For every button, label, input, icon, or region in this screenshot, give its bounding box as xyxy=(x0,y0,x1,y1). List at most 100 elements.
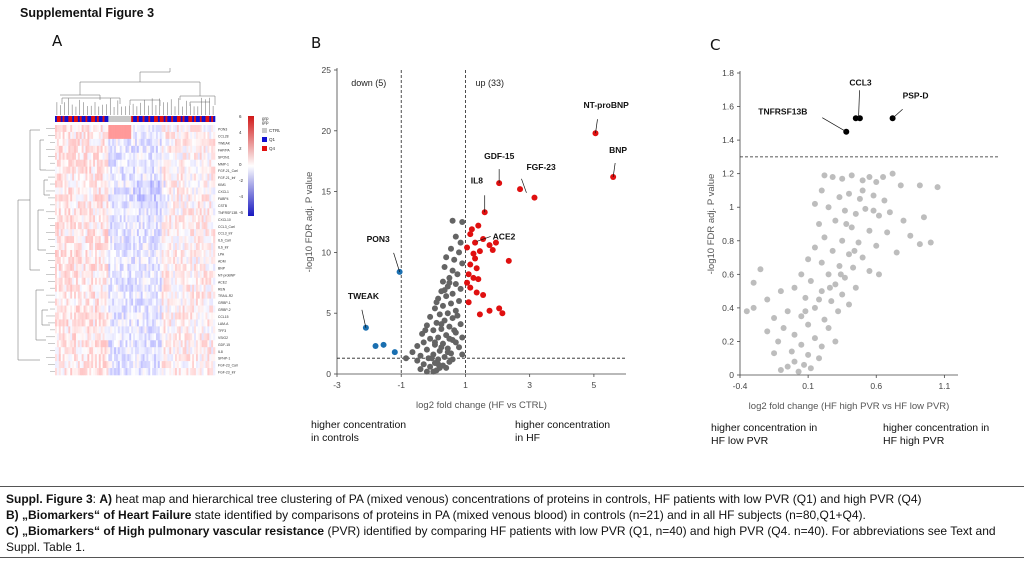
heatmap-cell xyxy=(83,159,86,167)
heatmap-cell xyxy=(190,263,193,272)
heatmap-cell xyxy=(117,319,121,327)
heatmap-cell xyxy=(140,215,143,223)
heatmap-cell xyxy=(150,159,153,167)
heatmap-cell xyxy=(121,229,124,237)
heatmap-cell xyxy=(178,236,182,244)
heatmap-cell xyxy=(121,166,124,174)
heatmap-cell xyxy=(98,277,102,286)
data-point-ns xyxy=(875,271,882,278)
heatmap-cell xyxy=(146,277,149,286)
heatmap-cell xyxy=(192,194,195,202)
heatmap-cell xyxy=(117,125,121,133)
heatmap-cell xyxy=(83,243,86,251)
heatmap-cell xyxy=(87,138,90,147)
heatmap-cell xyxy=(205,187,208,195)
heatmap-cell xyxy=(159,166,162,174)
group-cell xyxy=(194,116,197,122)
heatmap-cell xyxy=(146,250,149,258)
heatmap-cell xyxy=(55,340,58,348)
heatmap-cell xyxy=(62,319,65,327)
heatmap-cell xyxy=(190,166,193,174)
heatmap-cell xyxy=(175,222,178,230)
heatmap-cell xyxy=(87,180,90,188)
heatmap-cell xyxy=(175,236,178,244)
heatmap-cell xyxy=(75,277,79,286)
heatmap-cell xyxy=(91,361,94,369)
heatmap-cell xyxy=(60,125,63,133)
heatmap-cell xyxy=(96,159,100,167)
group-cell xyxy=(175,116,178,122)
heatmap-cell xyxy=(74,152,77,161)
heatmap-cell xyxy=(56,347,60,355)
heatmap-cell xyxy=(213,361,216,369)
heatmap-cell xyxy=(159,215,162,223)
heatmap-cell xyxy=(188,277,191,286)
heatmap-cell xyxy=(55,291,58,299)
heatmap-cell xyxy=(186,125,189,133)
heatmap-cell xyxy=(56,145,60,154)
annotation-label: PSP-D xyxy=(903,90,929,100)
heatmap-cell xyxy=(96,333,100,341)
heatmap-cell xyxy=(138,201,142,209)
group-cell xyxy=(157,116,161,122)
heatmap-cell xyxy=(70,187,73,195)
heatmap-cell xyxy=(194,229,197,237)
heatmap-cell xyxy=(144,340,147,348)
data-point-ns xyxy=(821,234,828,241)
heatmap-cell xyxy=(195,187,199,195)
heatmap-cell xyxy=(184,187,187,195)
heatmap-cell xyxy=(114,256,117,265)
heatmap-cell xyxy=(123,222,126,230)
heatmap-cell xyxy=(64,368,67,376)
heatmap-cell xyxy=(131,152,134,161)
heatmap-cell xyxy=(110,326,113,334)
heatmap-cell xyxy=(169,229,172,237)
heatmap-cell xyxy=(154,354,157,362)
heatmap-cell xyxy=(121,152,124,161)
heatmap-cell xyxy=(100,368,103,376)
group-cell xyxy=(81,116,84,122)
group-cell xyxy=(178,116,182,122)
heatmap-cell xyxy=(60,291,63,299)
heatmap-cell xyxy=(148,263,151,272)
heatmap-cell xyxy=(186,138,189,147)
heatmap-cell xyxy=(115,354,119,362)
heatmap-cell xyxy=(182,229,185,237)
heatmap-cell xyxy=(155,201,159,209)
heatmap-cell xyxy=(117,333,121,341)
heatmap-cell xyxy=(87,347,90,355)
heatmap-cell xyxy=(197,159,201,167)
heatmap-cell xyxy=(148,215,151,223)
heatmap-cell xyxy=(133,222,136,230)
heatmap-cell xyxy=(77,256,81,265)
heatmap-cell xyxy=(119,291,122,299)
heatmap-cell xyxy=(188,243,191,251)
heatmap-cell xyxy=(70,145,73,154)
heatmap-cell xyxy=(72,208,75,216)
heatmap-cell xyxy=(83,284,86,292)
heatmap-cell xyxy=(195,270,199,279)
group-cell xyxy=(138,116,142,122)
heatmap-cell xyxy=(171,305,174,313)
heatmap-cell xyxy=(55,319,58,327)
heatmap-cell xyxy=(207,166,210,174)
heatmap-cell xyxy=(125,173,128,181)
heatmap-cell xyxy=(83,208,86,216)
heatmap-cell xyxy=(138,284,142,292)
heatmap-cell xyxy=(110,180,113,188)
heatmap-cell xyxy=(154,347,157,355)
heatmap-cell xyxy=(70,340,73,348)
heatmap-cell xyxy=(64,270,67,279)
heatmap-cell xyxy=(152,187,155,195)
heatmap-cell xyxy=(136,347,140,355)
heatmap-cell xyxy=(184,361,187,369)
heatmap-cell xyxy=(114,361,117,369)
heatmap-cell xyxy=(62,354,65,362)
heatmap-cell xyxy=(175,298,178,306)
group-cell xyxy=(55,116,58,122)
heatmap-cell xyxy=(205,222,208,230)
heatmap-cell xyxy=(213,173,216,181)
heatmap-cell xyxy=(150,201,153,209)
heatmap-cell xyxy=(131,222,134,230)
heatmap-cell xyxy=(66,145,69,154)
